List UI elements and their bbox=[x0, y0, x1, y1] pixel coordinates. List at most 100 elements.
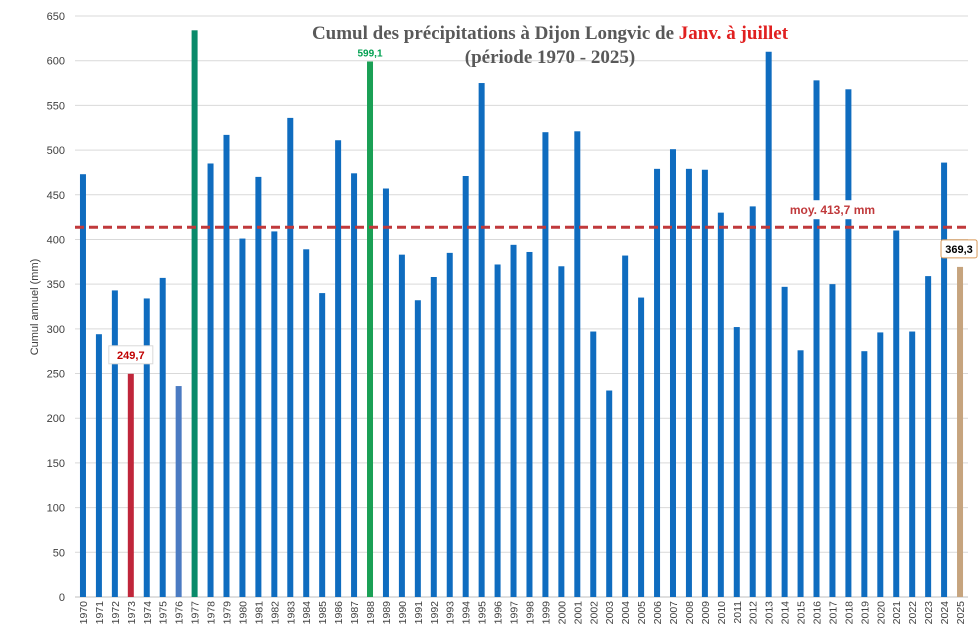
bar-1994 bbox=[462, 175, 469, 597]
bar-1995 bbox=[478, 83, 485, 598]
x-tick-label: 2021 bbox=[891, 601, 903, 625]
chart-title: Cumul des précipitations à Dijon Longvic… bbox=[311, 23, 675, 44]
bar-2011 bbox=[733, 327, 740, 597]
bar-2021 bbox=[893, 230, 900, 597]
bar-1991 bbox=[414, 300, 421, 597]
x-tick-label: 1994 bbox=[461, 601, 473, 625]
x-tick-label: 1991 bbox=[413, 601, 425, 625]
y-tick-label: 600 bbox=[47, 56, 65, 68]
y-tick-label: 650 bbox=[47, 11, 65, 23]
y-tick-label: 500 bbox=[47, 145, 65, 157]
x-tick-label: 2010 bbox=[716, 601, 728, 625]
data-label-box-2025 bbox=[940, 239, 978, 259]
x-tick-label: 2002 bbox=[588, 601, 600, 625]
bar-2003 bbox=[606, 390, 613, 597]
x-tick-label: 2003 bbox=[604, 601, 616, 625]
x-tick-label: 1982 bbox=[269, 601, 281, 625]
x-tick-label: 2023 bbox=[923, 601, 935, 625]
x-tick-label: 1985 bbox=[317, 601, 329, 625]
x-tick-label: 2025 bbox=[955, 601, 967, 625]
y-tick-label: 200 bbox=[47, 413, 65, 425]
y-tick-label: 50 bbox=[53, 547, 65, 559]
x-tick-label: 2014 bbox=[780, 601, 792, 625]
y-tick-label: 100 bbox=[47, 503, 65, 515]
x-tick-label: 2015 bbox=[796, 601, 808, 625]
bar-1977 bbox=[191, 30, 198, 598]
x-tick-label: 1981 bbox=[253, 601, 265, 625]
bar-1999 bbox=[542, 132, 549, 597]
x-tick-label: 2012 bbox=[748, 601, 760, 625]
x-tick-label: 1973 bbox=[126, 601, 138, 625]
bar-2014 bbox=[781, 286, 788, 597]
x-tick-label: 2004 bbox=[620, 601, 632, 625]
bar-2000 bbox=[558, 266, 565, 597]
data-label-2025: 369,3 bbox=[945, 244, 973, 256]
bar-1998 bbox=[526, 251, 533, 597]
bar-1997 bbox=[510, 244, 517, 597]
bar-1993 bbox=[446, 252, 453, 597]
bar-1992 bbox=[430, 277, 437, 597]
x-tick-label: 1975 bbox=[158, 601, 170, 625]
x-tick-label: 2022 bbox=[907, 601, 919, 625]
bars bbox=[79, 30, 964, 598]
bar-1974 bbox=[143, 298, 150, 597]
x-tick-label: 2007 bbox=[668, 601, 680, 625]
bar-2016 bbox=[813, 80, 820, 597]
x-tick-label: 1999 bbox=[540, 601, 552, 625]
x-tick-label: 2009 bbox=[700, 601, 712, 625]
x-tick-label: 1974 bbox=[142, 601, 154, 625]
x-tick-label: 1983 bbox=[285, 601, 297, 625]
x-tick-label: 1989 bbox=[381, 601, 393, 625]
y-tick-label: 300 bbox=[47, 324, 65, 336]
y-tick-label: 0 bbox=[59, 592, 65, 604]
bar-2024 bbox=[941, 162, 948, 598]
average-label: moy. 413,7 mm bbox=[790, 203, 875, 217]
bar-1970 bbox=[79, 174, 86, 598]
x-tick-label: 1979 bbox=[221, 601, 233, 625]
x-tick-label: 1986 bbox=[333, 601, 345, 625]
x-tick-label: 1976 bbox=[174, 601, 186, 625]
y-tick-label: 450 bbox=[47, 190, 65, 202]
x-tick-label: 1988 bbox=[365, 601, 377, 625]
x-tick-label: 2013 bbox=[764, 601, 776, 625]
bar-2020 bbox=[877, 332, 884, 597]
y-tick-label: 250 bbox=[47, 369, 65, 381]
bar-2015 bbox=[797, 350, 804, 597]
bar-1988 bbox=[367, 61, 374, 598]
bar-1981 bbox=[255, 176, 262, 597]
bar-1975 bbox=[159, 277, 166, 597]
bar-1984 bbox=[303, 249, 310, 598]
bar-1986 bbox=[335, 140, 342, 597]
bar-2018 bbox=[845, 89, 852, 598]
x-tick-label: 1980 bbox=[237, 601, 249, 625]
bar-1973 bbox=[127, 373, 134, 597]
bar-1996 bbox=[494, 264, 501, 597]
x-tick-label: 2019 bbox=[859, 601, 871, 625]
x-tick-label: 2017 bbox=[827, 601, 839, 625]
average-line-group: moy. 413,7 mm bbox=[75, 200, 968, 229]
x-tick-label: 1992 bbox=[429, 601, 441, 625]
bar-2022 bbox=[909, 331, 916, 597]
bar-2012 bbox=[749, 206, 756, 598]
x-tick-label: 2024 bbox=[939, 601, 951, 625]
x-tick-label: 2018 bbox=[843, 601, 855, 625]
y-axis-ticks: 0 50 100 150 200 250 300 350 400 450 500 550 600 650 bbox=[47, 11, 65, 604]
bar-2002 bbox=[590, 331, 597, 597]
x-tick-label: 2020 bbox=[875, 601, 887, 625]
bar-2005 bbox=[638, 297, 645, 597]
x-tick-label: 1978 bbox=[206, 601, 218, 625]
x-tick-label: 2005 bbox=[636, 601, 648, 625]
bar-1972 bbox=[111, 290, 118, 597]
y-tick-label: 400 bbox=[47, 234, 65, 246]
bar-1971 bbox=[95, 334, 102, 597]
y-tick-label: 150 bbox=[47, 458, 65, 470]
bar-1983 bbox=[287, 117, 294, 597]
chart-subtitle: (période 1970 - 2025) bbox=[464, 47, 636, 68]
data-labels: 249,7 599,1 369,3 bbox=[108, 48, 978, 365]
bar-2019 bbox=[861, 351, 868, 597]
bar-2009 bbox=[701, 169, 708, 598]
bar-1987 bbox=[351, 173, 358, 597]
bar-1982 bbox=[271, 231, 278, 597]
